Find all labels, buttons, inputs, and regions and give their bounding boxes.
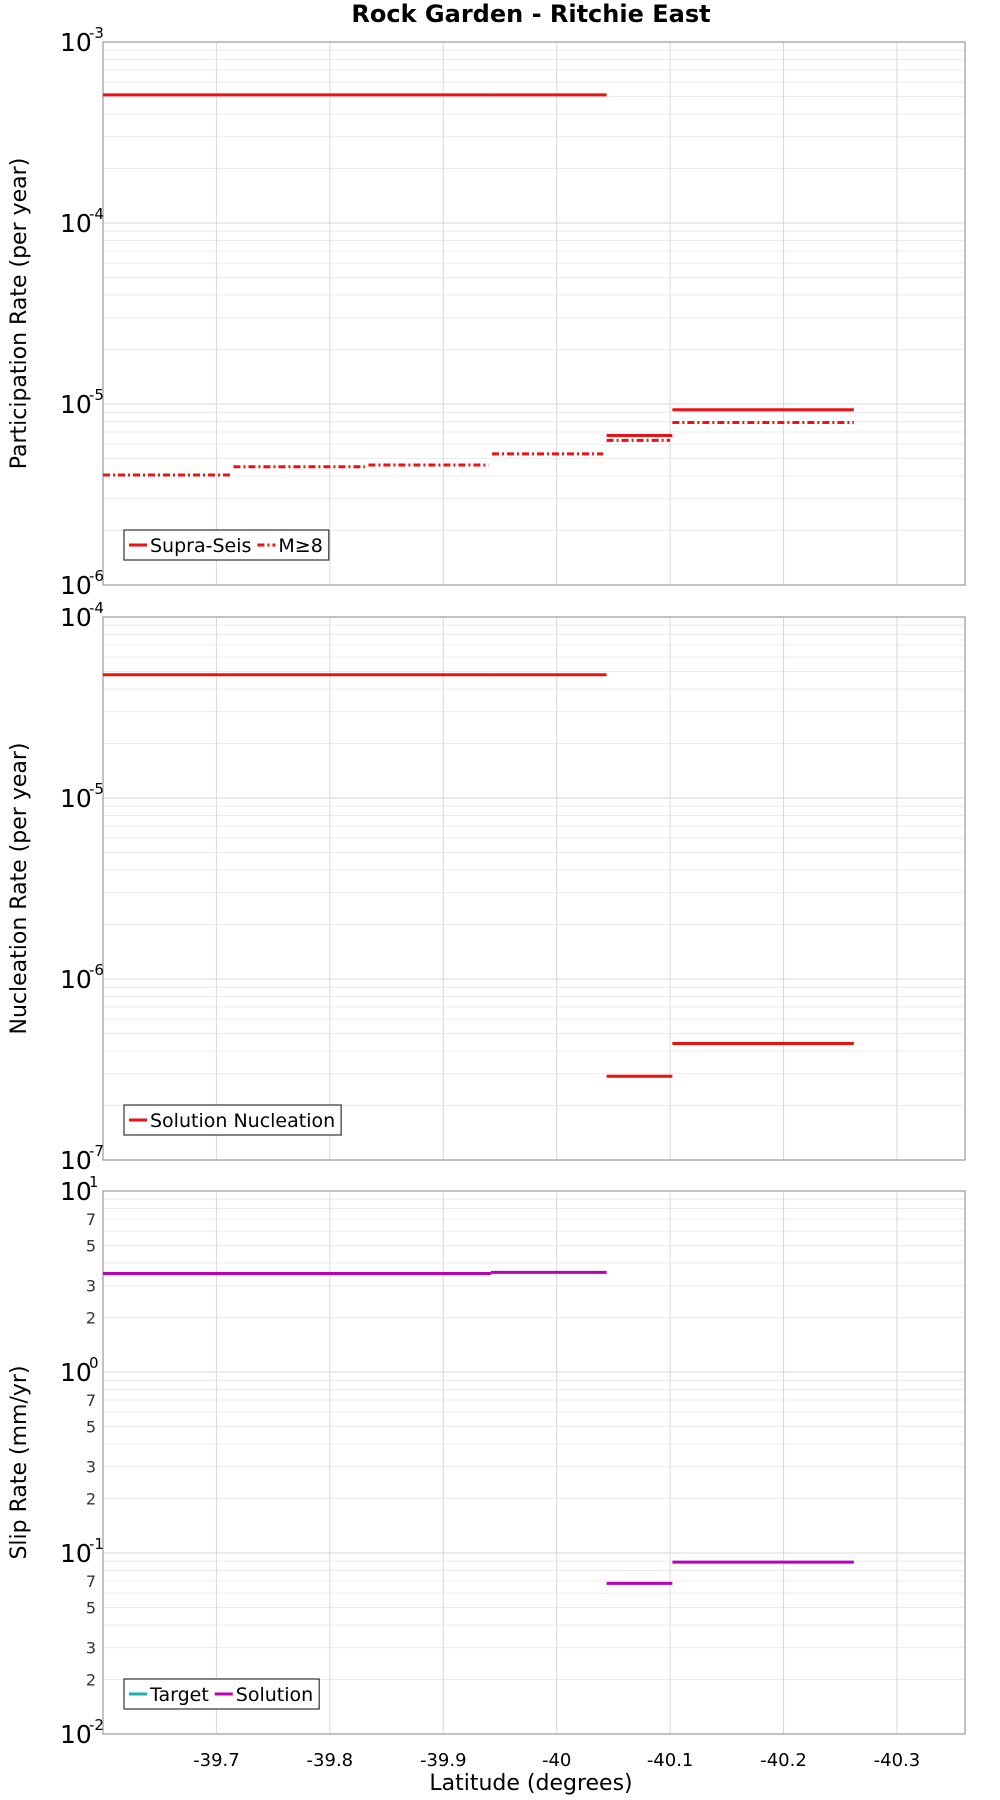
y-minor-tick-label: 3	[86, 1277, 96, 1296]
y-tick-label: 10	[60, 1358, 92, 1387]
y-tick-label: 10	[60, 1146, 92, 1175]
x-tick-label: -40.2	[760, 1750, 807, 1771]
y-tick-exponent: -2	[89, 1716, 104, 1734]
legend-label: M≥8	[278, 535, 322, 557]
y-axis-label: Participation Rate (per year)	[7, 158, 32, 470]
y-minor-tick-label: 5	[86, 1236, 96, 1255]
legend: Target Solution	[123, 1678, 320, 1710]
y-minor-tick-label: 2	[86, 1671, 96, 1690]
y-tick-exponent: 0	[89, 1354, 99, 1372]
y-minor-tick-label: 2	[86, 1490, 96, 1509]
y-tick-label: 10	[60, 1720, 92, 1749]
plot-frame	[102, 616, 966, 1161]
y-tick-exponent: -6	[89, 567, 104, 585]
y-tick-exponent: -7	[89, 1142, 104, 1160]
y-tick-exponent: 1	[89, 1173, 99, 1191]
y-tick-exponent: -5	[89, 386, 104, 404]
y-minor-tick-label: 2	[86, 1309, 96, 1328]
y-tick-exponent: -1	[89, 1535, 104, 1553]
y-minor-tick-label: 5	[86, 1598, 96, 1617]
y-tick-exponent: -6	[89, 961, 104, 979]
y-minor-tick-label: 7	[86, 1391, 96, 1410]
legend-label: Solution Nucleation	[150, 1110, 335, 1132]
y-tick-label: 10	[60, 1177, 92, 1206]
y-tick-exponent: -5	[89, 780, 104, 798]
y-axis-label: Slip Rate (mm/yr)	[7, 1365, 32, 1559]
y-minor-tick-label: 3	[86, 1458, 96, 1477]
x-tick-label: -40	[542, 1750, 571, 1771]
y-tick-label: 10	[60, 390, 92, 419]
legend-box	[123, 529, 330, 561]
legend-label: Target	[149, 1684, 209, 1706]
plot-frame	[102, 41, 966, 586]
chart-title: Rock Garden - Ritchie East	[351, 0, 710, 28]
y-minor-tick-label: 5	[86, 1417, 96, 1436]
y-minor-tick-label: 7	[86, 1210, 96, 1229]
x-axis-label: Latitude (degrees)	[429, 1771, 632, 1796]
x-tick-label: -40.1	[647, 1750, 694, 1771]
legend: Solution Nucleation	[123, 1104, 342, 1136]
y-axis-label: Nucleation Rate (per year)	[7, 743, 32, 1035]
y-tick-label: 10	[60, 965, 92, 994]
plot-frame	[102, 1190, 966, 1735]
y-tick-exponent: -3	[89, 24, 104, 42]
legend-label: Supra-Seis	[150, 535, 251, 557]
y-tick-label: 10	[60, 784, 92, 813]
y-minor-tick-label: 7	[86, 1572, 96, 1591]
y-tick-label: 10	[60, 603, 92, 632]
y-tick-label: 10	[60, 28, 92, 57]
legend-label: Solution	[236, 1684, 313, 1706]
x-tick-label: -39.9	[420, 1750, 467, 1771]
y-tick-exponent: -4	[89, 599, 104, 617]
x-tick-label: -39.8	[307, 1750, 354, 1771]
y-tick-label: 10	[60, 1539, 92, 1568]
legend: Supra-Seis M≥8	[123, 529, 330, 561]
y-tick-label: 10	[60, 571, 92, 600]
y-tick-exponent: -4	[89, 205, 104, 223]
x-tick-label: -40.3	[874, 1750, 921, 1771]
x-tick-label: -39.7	[193, 1750, 240, 1771]
legend-box	[123, 1104, 342, 1136]
y-minor-tick-label: 3	[86, 1639, 96, 1658]
y-tick-label: 10	[60, 209, 92, 238]
